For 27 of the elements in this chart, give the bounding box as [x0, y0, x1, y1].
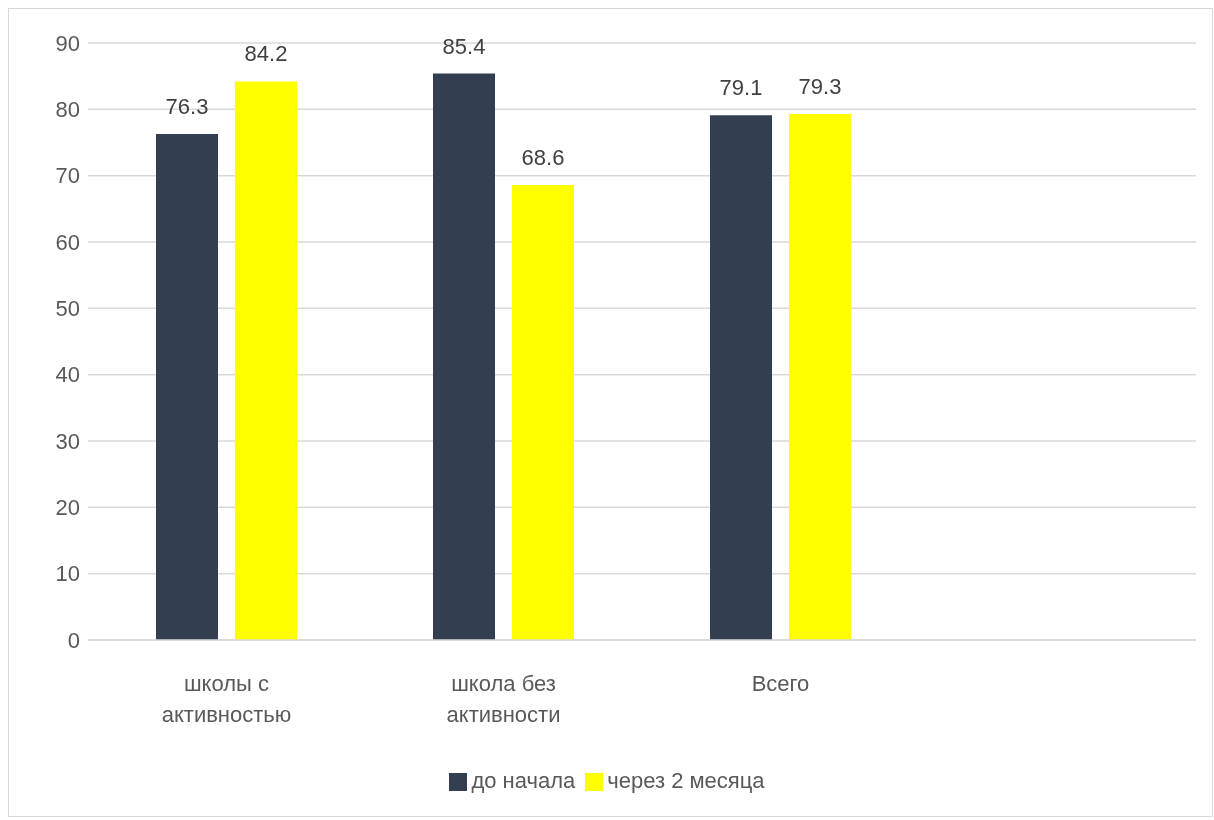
data-label: 79.3	[798, 73, 842, 99]
data-label: 84.2	[244, 41, 288, 67]
legend-label: до начала	[471, 768, 576, 793]
bar	[235, 81, 297, 640]
bar	[789, 113, 851, 640]
y-tick-label: 80	[55, 97, 80, 123]
bar	[156, 133, 218, 640]
x-tick-label: Всего	[751, 671, 810, 696]
data-label: 85.4	[442, 33, 486, 59]
data-label: 68.6	[521, 144, 565, 170]
y-tick-label: 90	[55, 30, 80, 56]
legend-label: через 2 месяца	[607, 768, 765, 793]
data-label: 79.1	[719, 75, 763, 101]
y-tick-label: 20	[55, 495, 80, 521]
data-label: 76.3	[165, 93, 209, 119]
bar	[433, 73, 495, 640]
y-tick-label: 10	[55, 561, 80, 587]
bar	[512, 184, 574, 640]
y-tick-label: 60	[55, 229, 80, 255]
x-tick-label: школа без активности	[446, 671, 561, 727]
y-tick-label: 70	[55, 163, 80, 189]
y-tick-label: 0	[67, 627, 80, 653]
y-tick-label: 30	[55, 428, 80, 454]
y-tick-label: 50	[55, 296, 80, 322]
bar	[710, 115, 772, 640]
x-tick-label: школы с активностью	[161, 671, 292, 727]
y-tick-label: 40	[55, 362, 80, 388]
